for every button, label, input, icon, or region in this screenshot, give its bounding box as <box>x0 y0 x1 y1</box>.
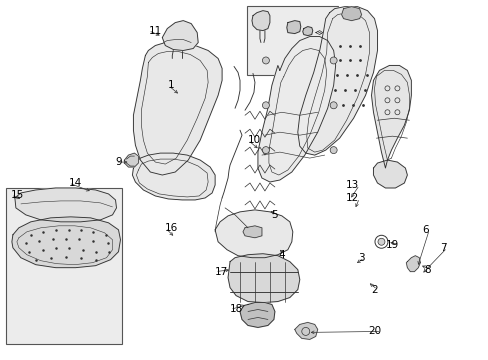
Text: 8: 8 <box>424 265 430 275</box>
Text: 2: 2 <box>370 284 377 294</box>
Text: 9: 9 <box>115 157 122 167</box>
Text: 18: 18 <box>229 305 243 315</box>
Bar <box>246 6 337 75</box>
Polygon shape <box>373 160 407 188</box>
Text: 16: 16 <box>165 223 178 233</box>
Polygon shape <box>294 323 317 339</box>
Polygon shape <box>162 21 198 50</box>
Circle shape <box>329 102 336 109</box>
Text: 3: 3 <box>357 253 364 263</box>
Text: 12: 12 <box>346 193 359 203</box>
Polygon shape <box>297 7 377 155</box>
Polygon shape <box>133 42 222 175</box>
Polygon shape <box>251 11 269 31</box>
Text: 10: 10 <box>247 135 261 145</box>
Polygon shape <box>227 254 299 302</box>
Text: 14: 14 <box>68 178 82 188</box>
Text: 1: 1 <box>168 80 175 90</box>
Polygon shape <box>258 37 335 182</box>
Polygon shape <box>132 153 215 200</box>
Circle shape <box>262 102 269 109</box>
Polygon shape <box>371 66 410 168</box>
Polygon shape <box>406 256 420 272</box>
Circle shape <box>329 147 336 154</box>
Circle shape <box>262 57 269 64</box>
Text: 19: 19 <box>386 240 399 250</box>
Text: 5: 5 <box>271 210 277 220</box>
Text: 6: 6 <box>422 225 428 235</box>
Circle shape <box>329 57 336 64</box>
Polygon shape <box>124 153 138 167</box>
Polygon shape <box>215 210 292 258</box>
Text: 11: 11 <box>148 26 162 36</box>
Polygon shape <box>286 21 300 33</box>
Circle shape <box>262 147 269 154</box>
Text: 17: 17 <box>215 267 228 276</box>
Text: 20: 20 <box>367 327 381 336</box>
Polygon shape <box>12 217 120 268</box>
Text: 4: 4 <box>278 250 285 260</box>
Text: 7: 7 <box>440 243 447 253</box>
Text: 15: 15 <box>11 190 24 200</box>
Polygon shape <box>240 302 274 328</box>
Polygon shape <box>243 226 262 238</box>
Text: 13: 13 <box>346 180 359 190</box>
Polygon shape <box>341 7 361 21</box>
Circle shape <box>377 238 384 245</box>
Bar <box>6 188 122 345</box>
Polygon shape <box>302 27 312 36</box>
Polygon shape <box>15 188 116 222</box>
